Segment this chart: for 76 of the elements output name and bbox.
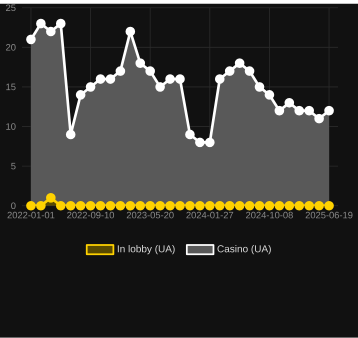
point — [284, 201, 294, 211]
point — [224, 66, 234, 76]
point — [304, 106, 314, 116]
point — [145, 201, 155, 211]
point — [185, 201, 195, 211]
point — [46, 26, 56, 36]
x-tick-label: 2023-05-20 — [126, 212, 174, 219]
y-tick-label: 5 — [11, 163, 16, 170]
y-tick-label: 25 — [6, 4, 16, 12]
point — [175, 201, 185, 211]
point — [234, 58, 244, 68]
point — [126, 26, 136, 36]
point — [214, 201, 225, 211]
point — [165, 74, 175, 84]
point — [254, 201, 264, 211]
point — [234, 201, 244, 211]
point — [185, 130, 195, 140]
point — [195, 201, 205, 211]
x-tick-label: 2025-06-19 — [306, 212, 352, 219]
point — [86, 82, 96, 92]
point — [26, 34, 36, 44]
point — [205, 201, 215, 211]
point — [244, 66, 254, 76]
point — [76, 90, 86, 100]
point — [66, 201, 76, 211]
point — [274, 106, 284, 116]
point — [294, 201, 304, 211]
point — [96, 74, 106, 84]
point — [205, 138, 215, 148]
point — [76, 201, 86, 211]
point — [36, 201, 46, 211]
y-tick-label: 15 — [6, 84, 16, 90]
x-tick-label: 2024-01-27 — [186, 212, 234, 219]
point — [224, 201, 234, 211]
point — [46, 193, 56, 203]
point — [56, 18, 66, 29]
point — [324, 201, 334, 211]
point — [26, 201, 36, 211]
point — [145, 66, 155, 76]
x-tick-label: 2024-10-08 — [246, 212, 293, 219]
point — [175, 74, 185, 84]
point — [135, 201, 146, 211]
point — [294, 106, 304, 116]
x-tick-label: 2022-01-01 — [8, 212, 54, 219]
point — [314, 114, 324, 124]
point — [96, 201, 106, 211]
point — [195, 138, 205, 148]
point — [244, 201, 254, 211]
point — [165, 201, 175, 211]
point — [116, 201, 126, 211]
point — [324, 106, 334, 116]
y-tick-label: 20 — [6, 44, 16, 51]
point — [155, 201, 165, 211]
legend-label: Casino (UA) — [218, 245, 271, 254]
point — [135, 58, 146, 68]
point — [155, 82, 165, 92]
point — [56, 201, 66, 211]
point — [116, 66, 126, 76]
point — [214, 74, 225, 84]
point — [36, 18, 46, 29]
point — [304, 201, 314, 211]
legend-label: In lobby (UA) — [118, 245, 175, 254]
y-tick-label: 0 — [11, 202, 16, 210]
point — [86, 201, 96, 211]
point — [284, 98, 294, 108]
x-tick-label: 2022-09-10 — [67, 212, 114, 219]
point — [254, 82, 264, 92]
y-tick-label: 10 — [6, 123, 16, 130]
point — [264, 90, 274, 100]
point — [106, 74, 116, 84]
point — [106, 201, 116, 211]
point — [66, 130, 76, 140]
point — [126, 201, 136, 211]
point — [274, 201, 284, 211]
point — [264, 201, 274, 211]
point — [314, 201, 324, 211]
